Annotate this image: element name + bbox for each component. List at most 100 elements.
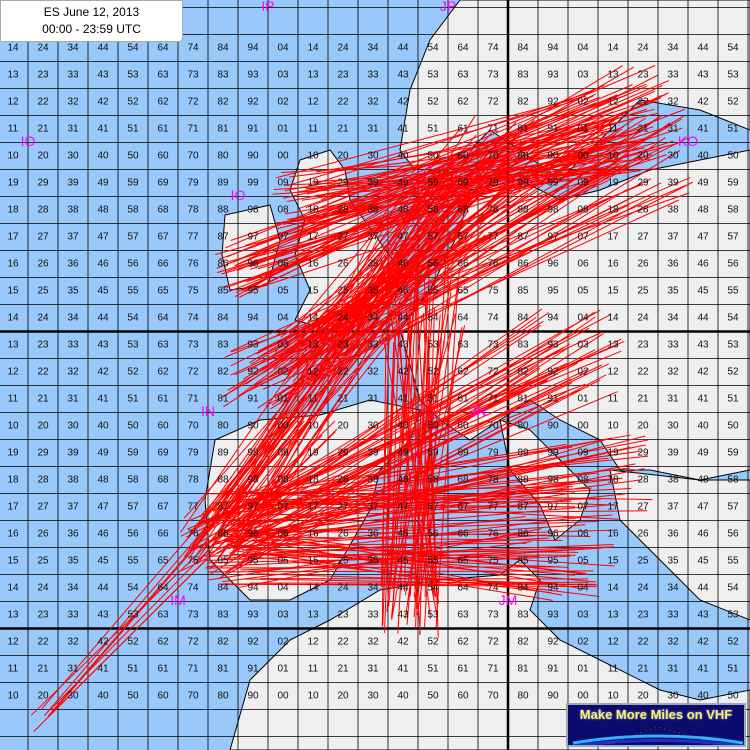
square-label: 28 <box>37 475 49 486</box>
square-label: 73 <box>187 70 199 81</box>
square-label: 18 <box>307 475 319 486</box>
square-label: 97 <box>247 502 259 513</box>
square-label: 50 <box>427 151 439 162</box>
square-label: 52 <box>127 637 139 648</box>
square-label: 54 <box>127 43 139 54</box>
square-label: 67 <box>157 502 169 513</box>
square-label: 60 <box>457 151 469 162</box>
square-label: 28 <box>337 475 349 486</box>
square-label: 17 <box>607 232 619 243</box>
square-label: 53 <box>727 610 739 621</box>
square-label: 73 <box>187 610 199 621</box>
square-label: 48 <box>397 205 409 216</box>
square-label: 70 <box>487 151 499 162</box>
square-label: 59 <box>727 178 739 189</box>
square-label: 15 <box>307 286 319 297</box>
square-label: 77 <box>487 502 499 513</box>
qso-path <box>228 542 527 547</box>
square-label: 68 <box>157 205 169 216</box>
square-label: 00 <box>277 691 289 702</box>
square-label: 68 <box>457 205 469 216</box>
square-label: 76 <box>487 529 499 540</box>
square-label: 31 <box>667 664 679 675</box>
square-label: 15 <box>607 286 619 297</box>
square-label: 21 <box>337 664 349 675</box>
square-label: 93 <box>247 610 259 621</box>
square-label: 87 <box>217 502 229 513</box>
square-label: 17 <box>607 502 619 513</box>
square-label: 61 <box>157 664 169 675</box>
square-label: 86 <box>217 529 229 540</box>
square-label: 12 <box>307 637 319 648</box>
square-label: 23 <box>37 610 49 621</box>
square-label: 83 <box>517 610 529 621</box>
square-label: 99 <box>247 178 259 189</box>
square-label: 22 <box>637 97 649 108</box>
square-label: 53 <box>727 340 739 351</box>
square-label: 37 <box>667 232 679 243</box>
square-label: 85 <box>217 286 229 297</box>
square-label: 33 <box>67 70 79 81</box>
square-label: 65 <box>457 556 469 567</box>
qso-path <box>263 503 615 535</box>
square-label: 80 <box>217 421 229 432</box>
square-label: 58 <box>427 205 439 216</box>
square-label: 84 <box>217 43 229 54</box>
square-label: 40 <box>697 151 709 162</box>
square-label: 01 <box>577 664 589 675</box>
field-label: IO <box>231 187 246 203</box>
square-label: 10 <box>307 691 319 702</box>
square-label: 43 <box>697 340 709 351</box>
square-label: 01 <box>277 124 289 135</box>
square-label: 98 <box>547 205 559 216</box>
qso-path <box>281 154 598 174</box>
square-label: 98 <box>247 475 259 486</box>
square-label: 32 <box>367 367 379 378</box>
qso-path <box>262 499 620 520</box>
square-label: 72 <box>487 637 499 648</box>
square-label: 46 <box>397 529 409 540</box>
square-label: 24 <box>637 43 649 54</box>
square-label: 08 <box>577 205 589 216</box>
square-label: 37 <box>367 502 379 513</box>
square-label: 97 <box>547 232 559 243</box>
square-label: 91 <box>547 124 559 135</box>
square-label: 43 <box>397 70 409 81</box>
square-label: 29 <box>637 178 649 189</box>
square-label: 04 <box>577 43 589 54</box>
square-label: 90 <box>247 691 259 702</box>
square-label: 11 <box>308 394 319 405</box>
square-label: 22 <box>37 367 49 378</box>
square-label: 32 <box>67 97 79 108</box>
logo[interactable]: Make More Miles on VHF <box>566 703 746 747</box>
square-label: 88 <box>517 205 529 216</box>
qso-path <box>258 146 664 352</box>
square-label: 01 <box>277 394 289 405</box>
square-label: 59 <box>427 178 439 189</box>
square-label: 05 <box>277 286 289 297</box>
square-label: 04 <box>577 583 589 594</box>
qso-path <box>44 411 306 717</box>
square-label: 12 <box>607 367 619 378</box>
square-label: 55 <box>127 286 139 297</box>
square-label: 03 <box>277 70 289 81</box>
square-label: 69 <box>457 178 469 189</box>
square-label: 34 <box>667 583 679 594</box>
square-label: 42 <box>97 367 109 378</box>
qso-path <box>247 133 617 372</box>
square-label: 33 <box>367 70 379 81</box>
square-label: 39 <box>67 178 79 189</box>
square-label: 76 <box>187 529 199 540</box>
square-label: 04 <box>277 583 289 594</box>
square-label: 51 <box>727 664 739 675</box>
qso-path <box>427 336 439 638</box>
square-label: 00 <box>277 421 289 432</box>
square-label: 62 <box>457 97 469 108</box>
field-label: JP <box>440 0 456 14</box>
square-label: 36 <box>67 259 79 270</box>
square-label: 95 <box>547 556 559 567</box>
qso-path <box>222 541 532 583</box>
square-label: 22 <box>337 637 349 648</box>
square-labels: 14 24 34 44 54 64 74 84 94 04 14 24 34 44 54 64 74 84 94 04… <box>7 43 739 702</box>
